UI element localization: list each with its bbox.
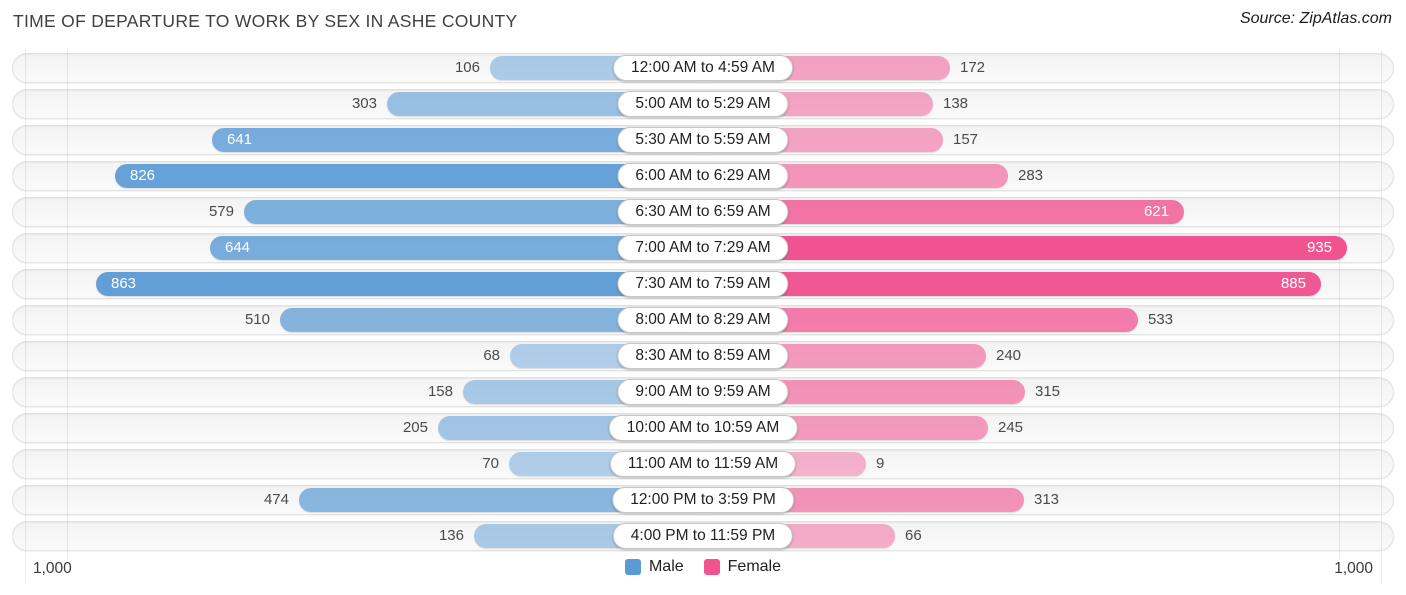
female-value-label: 885 xyxy=(1280,275,1306,292)
time-range-label: 11:00 AM to 11:59 AM xyxy=(609,451,797,477)
female-value-label: 157 xyxy=(953,131,979,148)
legend: Male Female xyxy=(0,558,1406,576)
time-range-label: 6:00 AM to 6:29 AM xyxy=(617,163,789,189)
female-bar: 935 xyxy=(703,236,1347,260)
row-track: 136 66 4:00 PM to 11:59 PM xyxy=(12,521,1394,551)
female-value-label: 315 xyxy=(1035,383,1061,400)
time-range-label: 8:30 AM to 8:59 AM xyxy=(617,343,789,369)
male-value-label: 644 xyxy=(225,239,251,256)
page-title: TIME OF DEPARTURE TO WORK BY SEX IN ASHE… xyxy=(13,11,518,31)
female-value-label: 621 xyxy=(1143,203,1169,220)
legend-item-male: Male xyxy=(624,558,684,576)
right-outer-gridline xyxy=(1381,50,1382,583)
female-value-label: 283 xyxy=(1018,167,1044,184)
time-range-label: 10:00 AM to 10:59 AM xyxy=(608,415,798,441)
male-value-label: 579 xyxy=(208,203,234,220)
row-track: 644 935 7:00 AM to 7:29 AM xyxy=(12,233,1394,263)
male-value-label: 510 xyxy=(244,311,270,328)
time-range-label: 12:00 AM to 4:59 AM xyxy=(613,55,793,81)
time-range-label: 8:00 AM to 8:29 AM xyxy=(617,307,789,333)
time-range-label: 6:30 AM to 6:59 AM xyxy=(617,199,789,225)
male-value-label: 136 xyxy=(438,527,464,544)
male-bar: 863 xyxy=(96,272,703,296)
female-value-label: 240 xyxy=(996,347,1022,364)
male-value-label: 158 xyxy=(427,383,453,400)
male-value-label: 826 xyxy=(130,167,156,184)
row-track: 205 245 10:00 AM to 10:59 AM xyxy=(12,413,1394,443)
female-value-label: 313 xyxy=(1034,491,1060,508)
male-value-label: 70 xyxy=(482,455,499,472)
row-track: 510 533 8:00 AM to 8:29 AM xyxy=(12,305,1394,335)
male-bar: 826 xyxy=(115,164,703,188)
male-color-swatch xyxy=(624,559,641,575)
right-axis-tick-line xyxy=(1339,50,1340,558)
legend-label-female: Female xyxy=(727,558,782,575)
time-range-label: 9:00 AM to 9:59 AM xyxy=(617,379,789,405)
time-range-label: 12:00 PM to 3:59 PM xyxy=(612,487,794,513)
time-range-label: 5:00 AM to 5:29 AM xyxy=(617,91,789,117)
male-value-label: 106 xyxy=(454,59,480,76)
time-range-label: 5:30 AM to 5:59 AM xyxy=(617,127,789,153)
male-value-label: 474 xyxy=(263,491,289,508)
female-value-label: 245 xyxy=(998,419,1024,436)
legend-item-female: Female xyxy=(703,558,782,576)
row-track: 68 240 8:30 AM to 8:59 AM xyxy=(12,341,1394,371)
left-axis-max-label: 1,000 xyxy=(33,560,72,577)
row-track: 579 621 6:30 AM to 6:59 AM xyxy=(12,197,1394,227)
female-value-label: 66 xyxy=(905,527,922,544)
female-value-label: 935 xyxy=(1306,239,1332,256)
source-attribution: Source: ZipAtlas.com xyxy=(1239,10,1392,27)
right-axis-max-label: 1,000 xyxy=(1334,560,1373,577)
female-color-swatch xyxy=(703,559,720,575)
row-track: 283 826 6:00 AM to 6:29 AM xyxy=(12,161,1394,191)
female-value-label: 138 xyxy=(943,95,969,112)
row-track: 106 172 12:00 AM to 4:59 AM xyxy=(12,53,1394,83)
legend-label-male: Male xyxy=(648,558,684,575)
male-value-label: 303 xyxy=(351,95,377,112)
male-value-label: 641 xyxy=(227,131,253,148)
female-value-label: 533 xyxy=(1148,311,1174,328)
left-axis-tick-line xyxy=(67,50,68,558)
female-value-label: 9 xyxy=(876,455,885,472)
male-value-label: 863 xyxy=(111,275,137,292)
row-track: 158 315 9:00 AM to 9:59 AM xyxy=(12,377,1394,407)
header: TIME OF DEPARTURE TO WORK BY SEX IN ASHE… xyxy=(0,0,1406,46)
male-value-label: 205 xyxy=(402,419,428,436)
row-track: 863 885 7:30 AM to 7:59 AM xyxy=(12,269,1394,299)
left-outer-gridline xyxy=(25,50,26,583)
time-range-label: 4:00 PM to 11:59 PM xyxy=(612,523,794,549)
female-bar: 885 xyxy=(703,272,1321,296)
time-range-label: 7:30 AM to 7:59 AM xyxy=(617,271,789,297)
row-track: 157 641 5:30 AM to 5:59 AM xyxy=(12,125,1394,155)
female-value-label: 172 xyxy=(960,59,986,76)
row-track: 474 313 12:00 PM to 3:59 PM xyxy=(12,485,1394,515)
row-track: 303 138 5:00 AM to 5:29 AM xyxy=(12,89,1394,119)
male-value-label: 68 xyxy=(483,347,500,364)
row-track: 70 9 11:00 AM to 11:59 AM xyxy=(12,449,1394,479)
time-range-label: 7:00 AM to 7:29 AM xyxy=(617,235,789,261)
diverging-bar-chart: 106 172 12:00 AM to 4:59 AM 303 138 5:00 AM t… xyxy=(12,53,1394,557)
